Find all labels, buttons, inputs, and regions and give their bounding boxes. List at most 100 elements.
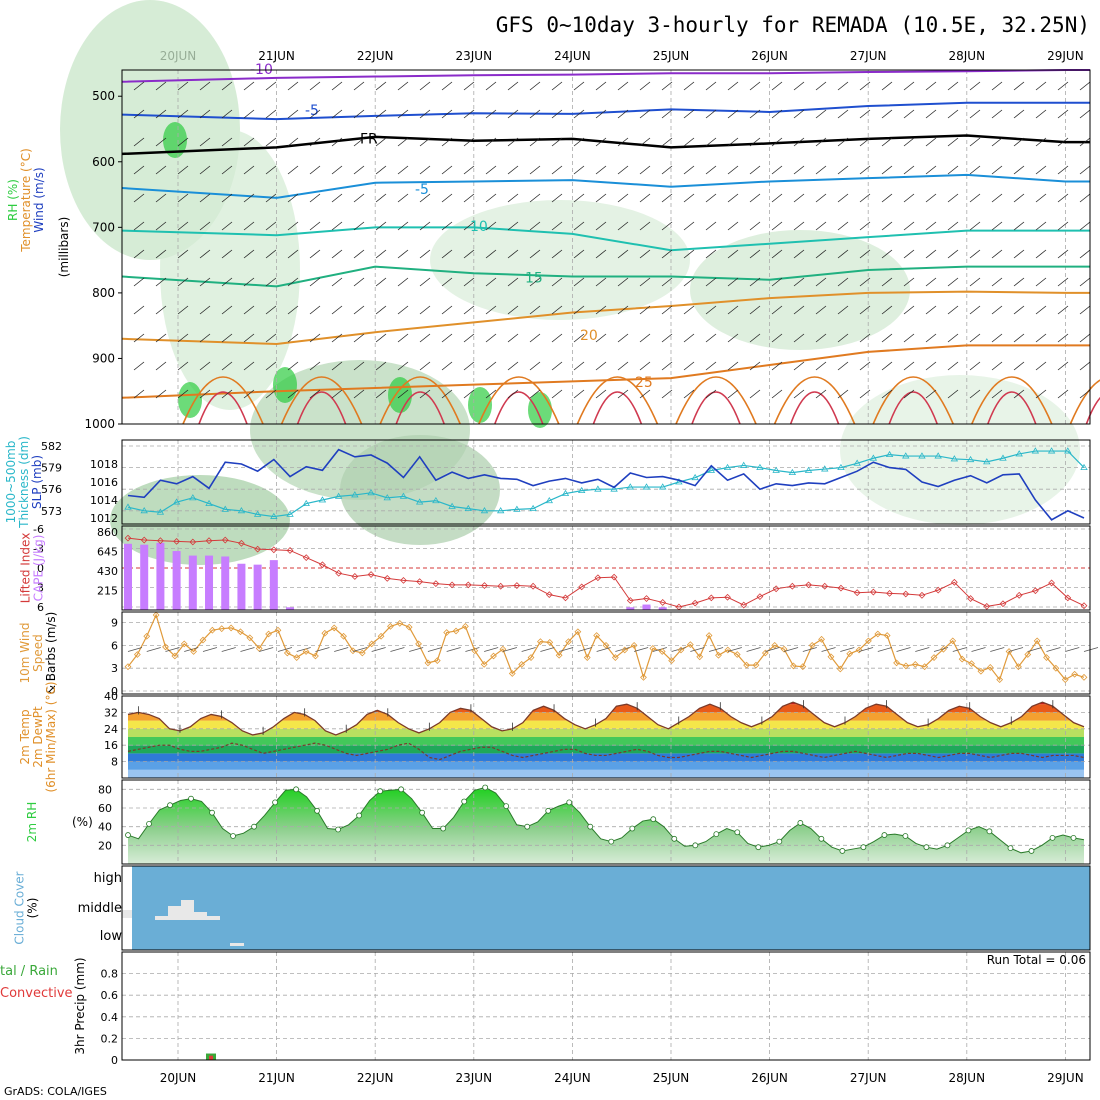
wind-barb <box>1013 109 1025 119</box>
li-point <box>756 593 764 600</box>
thickness-point <box>885 450 894 458</box>
cape-bar <box>237 563 246 610</box>
thickness-point <box>1031 447 1040 454</box>
wind-barb <box>133 193 145 203</box>
wind-barb <box>639 389 651 399</box>
wind-barb <box>727 165 739 175</box>
wind-barb <box>287 165 299 175</box>
wind-barb <box>529 221 541 231</box>
wind-barb <box>639 221 651 231</box>
thickness-point <box>286 510 294 517</box>
wind-speed-point <box>377 632 385 640</box>
wind-barb <box>199 389 211 399</box>
wind-barb <box>881 305 893 315</box>
wind-barb <box>947 137 959 147</box>
wind-barb <box>463 389 475 399</box>
li-point <box>675 603 683 611</box>
cloud-middle-bar <box>168 906 181 920</box>
wind-barb <box>507 137 519 147</box>
wind-barb <box>397 361 409 371</box>
wind-speed-point <box>208 626 216 634</box>
x-tick-label-top: 23JUN <box>456 49 493 63</box>
axis-label: (%) <box>26 898 40 919</box>
x-tick-label-bottom: 25JUN <box>653 1071 690 1085</box>
wind-barb <box>419 361 431 371</box>
wind-barb <box>441 305 453 315</box>
warm-contour <box>971 376 1053 425</box>
rh-point <box>881 832 888 838</box>
wind-barb <box>155 193 167 203</box>
thickness-point <box>383 494 391 501</box>
wind-barb <box>441 193 453 203</box>
wind-barb <box>837 193 849 203</box>
wind-barb <box>1013 389 1025 399</box>
wind-barb <box>265 221 277 231</box>
wind-barb <box>881 277 893 287</box>
isotherm-label: FR <box>360 131 378 147</box>
wind-barb <box>903 193 915 203</box>
wind-barb <box>287 193 299 203</box>
li-point <box>432 580 440 587</box>
axis-label: 1000~500mb <box>4 441 18 524</box>
wind-speed-point <box>1024 651 1032 658</box>
wind-barb <box>903 165 915 175</box>
li-point <box>367 571 375 578</box>
wind-barb <box>507 361 519 371</box>
y-tick-label: 8 <box>111 756 118 769</box>
thickness-point <box>351 491 359 498</box>
isotherm-line <box>121 173 1090 199</box>
li-point <box>205 537 213 545</box>
wind-barb <box>595 361 607 371</box>
wind-speed-point <box>162 643 169 651</box>
wind-speed-point <box>124 663 132 671</box>
wind-barb <box>309 389 321 399</box>
rh-point <box>734 829 741 836</box>
wind-speed-point <box>565 638 572 645</box>
wind-barb <box>925 165 937 175</box>
left-labels: 2m RH <box>25 802 39 843</box>
wind-barb <box>991 361 1003 371</box>
wind-barb <box>441 249 453 259</box>
axis-label: SLP (mb) <box>30 455 44 509</box>
wind-barb <box>155 109 167 119</box>
rh-point <box>440 825 447 832</box>
y-tick-label: -3 <box>33 543 44 556</box>
wind-barb <box>1079 165 1091 175</box>
left-labels: 1000~500mb Thickness (dm) SLP (mb) <box>4 436 44 529</box>
wind-barb <box>409 647 424 652</box>
rh-point <box>482 784 489 791</box>
wind-barb <box>331 221 343 231</box>
warm-contour <box>888 391 938 425</box>
wind-barb <box>529 389 541 399</box>
wind-speed-point <box>415 640 422 648</box>
wind-barb <box>903 333 915 343</box>
wind-barb <box>705 165 717 175</box>
wind-barb <box>661 333 673 343</box>
wind-speed-point <box>143 632 151 640</box>
wind-speed-point <box>480 661 488 668</box>
wind-barb <box>259 647 274 652</box>
thickness-point <box>270 512 278 519</box>
wind-barb <box>353 361 365 371</box>
wind-barb <box>419 81 431 91</box>
wind-barb <box>969 81 981 91</box>
y-tick-label: 0.2 <box>101 1032 119 1045</box>
wind-barb <box>463 193 475 203</box>
wind-barb <box>397 81 409 91</box>
wind-barb <box>441 361 453 371</box>
wind-barb <box>573 333 585 343</box>
wind-barb <box>502 647 518 652</box>
wind-barb <box>441 81 453 91</box>
wind-barb <box>577 647 592 652</box>
wind-barb <box>821 647 836 652</box>
x-tick-label-bottom: 27JUN <box>850 1071 887 1085</box>
wind-barb <box>573 221 585 231</box>
wind-barb <box>881 109 893 119</box>
wind-barb <box>375 165 387 175</box>
wind-barb <box>595 249 607 259</box>
thickness-point <box>172 498 181 505</box>
wind-barb <box>617 165 629 175</box>
wind-barb <box>397 193 409 203</box>
thickness-point <box>399 492 408 499</box>
wind-barb <box>177 277 189 287</box>
